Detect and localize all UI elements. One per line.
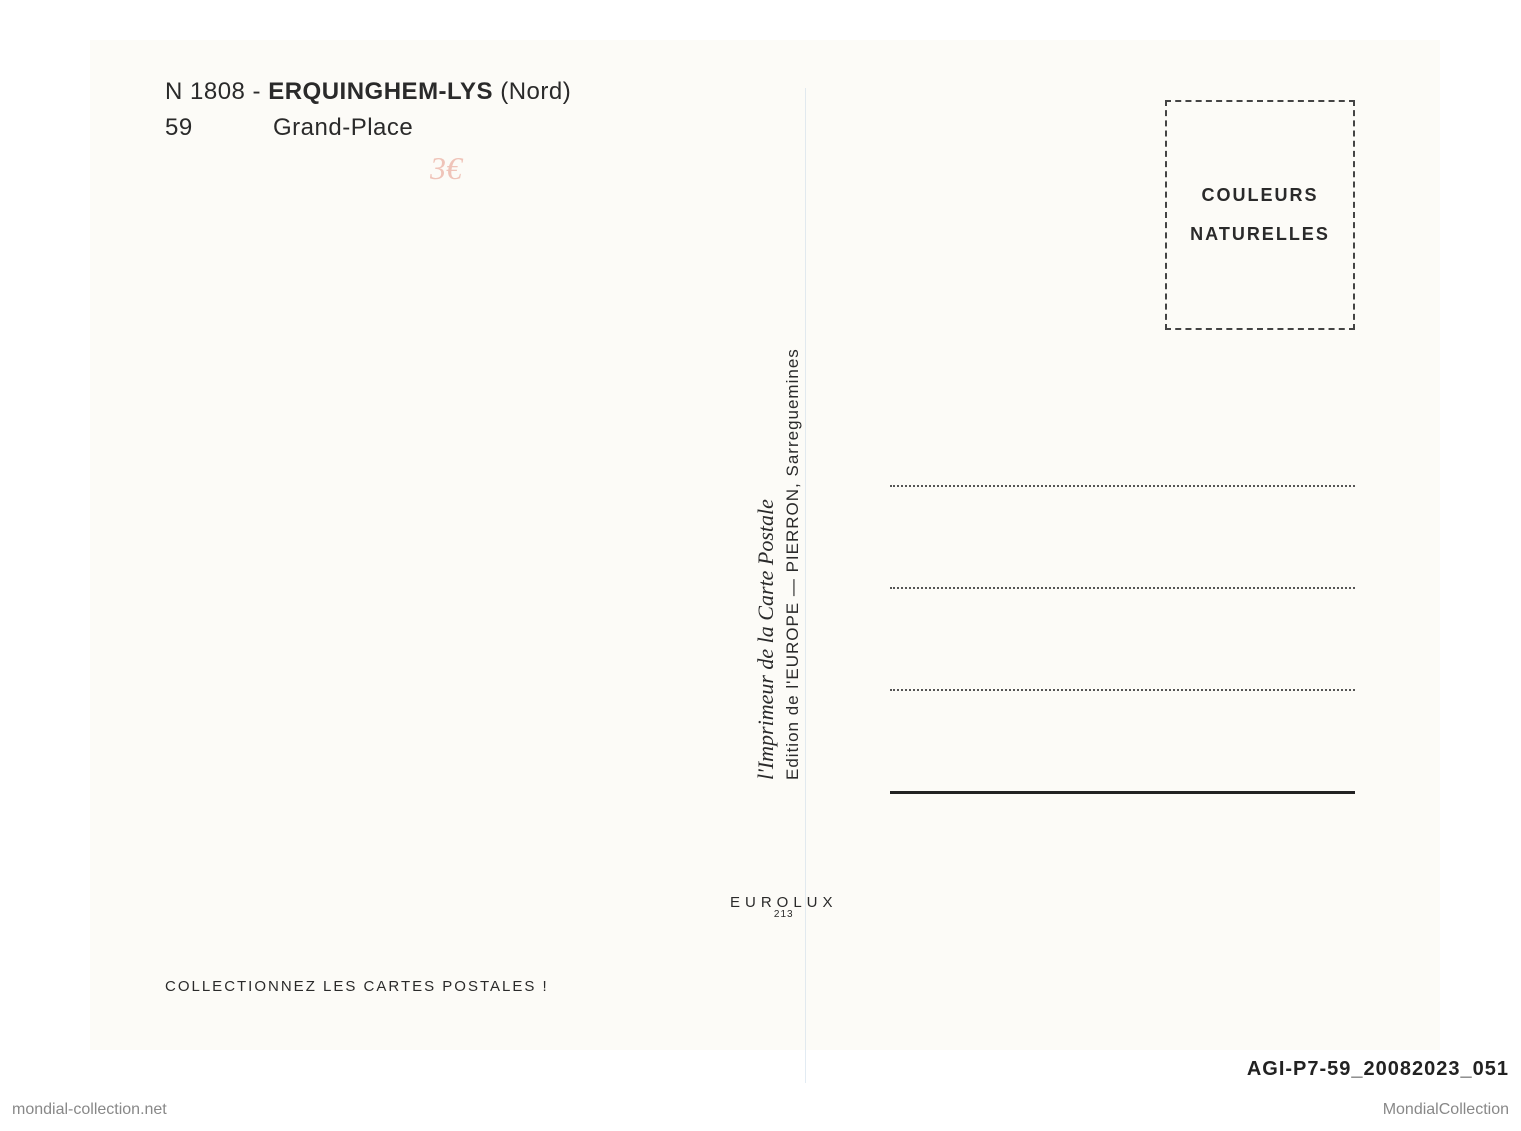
address-line-3 xyxy=(890,689,1355,691)
publisher-name: Edition de l'EUROPE — PIERRON, Sarreguem… xyxy=(783,220,803,780)
publisher-tagline: l'Imprimeur de la Carte Postale xyxy=(753,220,779,780)
header-title-line: N 1808 - ERQUINGHEM-LYS (Nord) xyxy=(165,78,571,106)
paper-brand: EUROLUX 213 xyxy=(730,894,838,920)
reference-number: N 1808 xyxy=(165,78,245,105)
watermark-brand: MondialCollection xyxy=(1383,1101,1509,1119)
stamp-text-line1: COULEURS xyxy=(1201,185,1318,206)
address-line-1 xyxy=(890,485,1355,487)
department-code: 59 xyxy=(165,114,273,142)
pencil-price-mark: 3€ xyxy=(430,150,462,187)
address-line-2 xyxy=(890,587,1355,589)
publisher-credit: l'Imprimeur de la Carte Postale Edition … xyxy=(748,220,808,780)
stamp-text-line2: NATURELLES xyxy=(1190,224,1330,245)
address-line-bottom xyxy=(890,791,1355,794)
place-name: Grand-Place xyxy=(273,114,413,141)
image-reference-id: AGI-P7-59_20082023_051 xyxy=(1247,1058,1509,1081)
city-name: ERQUINGHEM-LYS xyxy=(268,78,493,105)
watermark-website: mondial-collection.net xyxy=(12,1101,167,1119)
address-area xyxy=(890,485,1355,894)
header-subtitle-line: 59Grand-Place xyxy=(165,114,571,142)
postcard-back: N 1808 - ERQUINGHEM-LYS (Nord) 59Grand-P… xyxy=(90,40,1440,1050)
separator: - xyxy=(245,78,268,105)
collect-slogan: COLLECTIONNEZ LES CARTES POSTALES ! xyxy=(165,978,549,995)
stamp-placeholder: COULEURS NATURELLES xyxy=(1165,100,1355,330)
postcard-header: N 1808 - ERQUINGHEM-LYS (Nord) 59Grand-P… xyxy=(165,78,571,142)
region-name: (Nord) xyxy=(500,78,571,105)
